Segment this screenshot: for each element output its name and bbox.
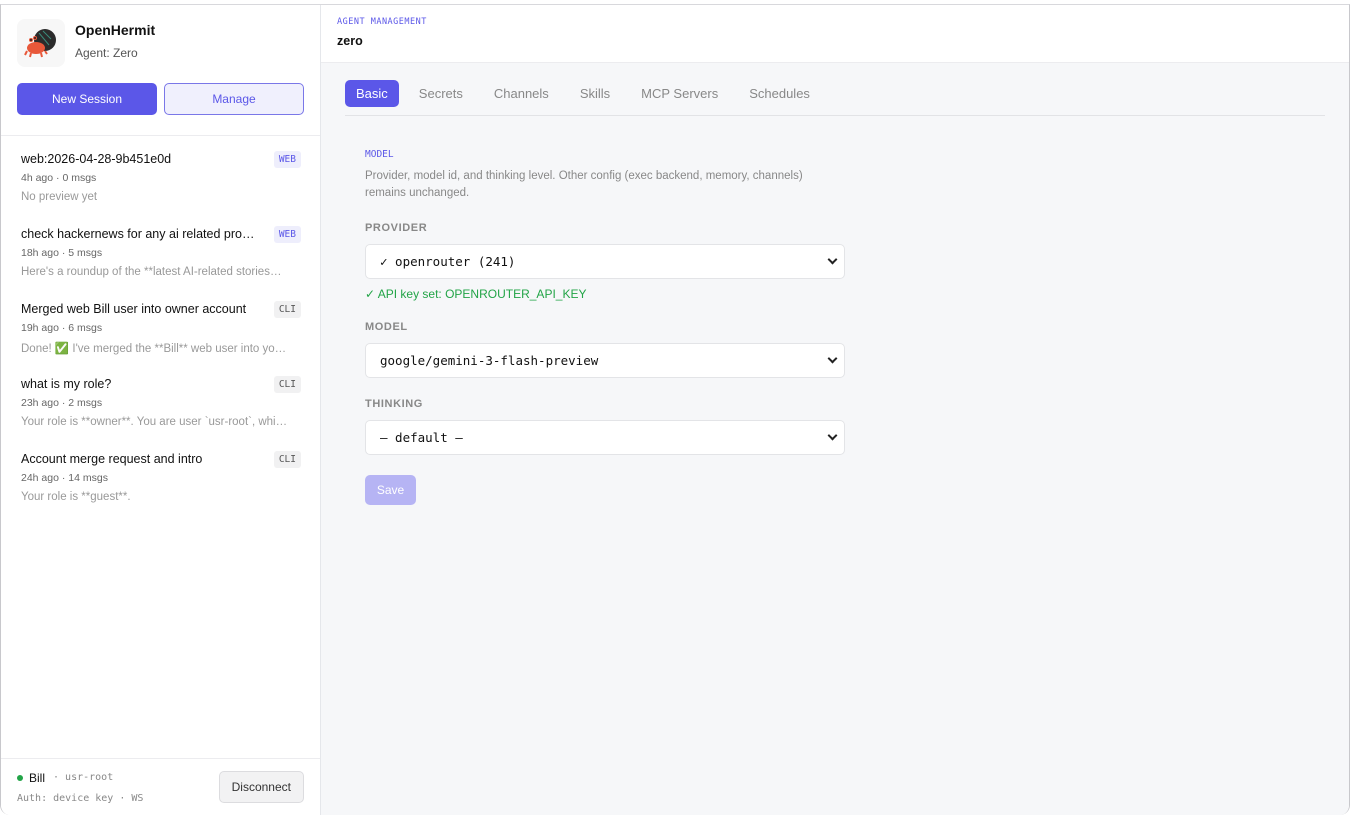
thinking-select[interactable]: — default — [365, 420, 845, 455]
tab-skills[interactable]: Skills [579, 86, 611, 101]
brand: OpenHermit Agent: Zero [1, 5, 320, 83]
session-meta: 23h ago · 2 msgs [21, 397, 103, 409]
tab-secrets[interactable]: Secrets [418, 86, 463, 101]
tab-bar: Basic Secrets Channels Skills MCP Server… [345, 80, 1325, 116]
provider-select[interactable]: ✓ openrouter (241) [365, 244, 845, 279]
section-title: MODEL [365, 149, 394, 160]
provider-value: ✓ openrouter (241) [380, 254, 516, 269]
session-meta: 4h ago · 0 msgs [21, 172, 97, 184]
model-value: google/gemini-3-flash-preview [380, 353, 599, 368]
session-item[interactable]: Account merge request and intro CLI 24h … [1, 446, 320, 521]
session-badge: CLI [273, 301, 301, 318]
app-name: OpenHermit [75, 22, 156, 38]
model-form: MODEL Provider, model id, and thinking l… [321, 116, 845, 505]
session-meta: 18h ago · 5 msgs [21, 247, 103, 259]
session-title: check hackernews for any ai related pro… [21, 227, 255, 241]
session-badge: CLI [273, 376, 301, 393]
session-preview: Done! ✅ I've merged the **Bill** web use… [21, 343, 287, 355]
session-meta: 24h ago · 14 msgs [21, 472, 108, 484]
thinking-label: THINKING [365, 398, 423, 410]
tab-basic[interactable]: Basic [345, 80, 399, 107]
tab-mcp-servers[interactable]: MCP Servers [641, 86, 719, 101]
session-preview: No preview yet [21, 191, 98, 203]
disconnect-button[interactable]: Disconnect [218, 771, 304, 803]
online-status-icon [17, 774, 23, 781]
save-button[interactable]: Save [365, 475, 416, 505]
session-preview: Here's a roundup of the **latest AI-rela… [21, 266, 282, 278]
section-description: Provider, model id, and thinking level. … [365, 170, 803, 199]
connection-footer: Bill · usr-root Auth: device key · WS Di… [1, 758, 320, 815]
breadcrumb: AGENT MANAGEMENT [337, 17, 427, 27]
chevron-down-icon [827, 353, 838, 364]
new-session-button[interactable]: New Session [17, 83, 157, 115]
page-header: AGENT MANAGEMENT zero [321, 5, 1349, 63]
provider-label: PROVIDER [365, 222, 428, 234]
model-select[interactable]: google/gemini-3-flash-preview [365, 343, 845, 378]
session-preview: Your role is **guest**. [21, 491, 131, 503]
manage-button[interactable]: Manage [164, 83, 304, 115]
session-title: Merged web Bill user into owner account [21, 302, 247, 316]
session-item[interactable]: check hackernews for any ai related pro…… [1, 221, 320, 296]
chevron-down-icon [827, 254, 838, 265]
session-item[interactable]: Merged web Bill user into owner account … [1, 296, 320, 371]
session-title: what is my role? [21, 377, 112, 391]
session-title: Account merge request and intro [21, 452, 203, 466]
sidebar: OpenHermit Agent: Zero New Session Manag… [1, 5, 321, 815]
tab-channels[interactable]: Channels [493, 86, 549, 101]
session-badge: CLI [273, 451, 301, 468]
session-list: web:2026-04-28-9b451e0d WEB 4h ago · 0 m… [1, 136, 320, 758]
hermit-crab-logo-icon [17, 19, 65, 67]
session-badge: WEB [273, 151, 301, 168]
session-badge: WEB [273, 226, 301, 243]
thinking-value: — default — [380, 430, 463, 445]
auth-info: Auth: device key · WS [17, 792, 144, 804]
session-item[interactable]: what is my role? CLI 23h ago · 2 msgs Yo… [1, 371, 320, 446]
session-item[interactable]: web:2026-04-28-9b451e0d WEB 4h ago · 0 m… [1, 146, 320, 221]
agent-name: Agent: Zero [75, 46, 138, 60]
model-label: MODEL [365, 321, 408, 333]
session-title: web:2026-04-28-9b451e0d [21, 152, 172, 166]
session-preview: Your role is **owner**. You are user `us… [21, 416, 288, 428]
app-window: OpenHermit Agent: Zero New Session Manag… [0, 4, 1350, 815]
chevron-down-icon [827, 430, 838, 441]
session-meta: 19h ago · 6 msgs [21, 322, 103, 334]
tab-schedules[interactable]: Schedules [749, 86, 810, 101]
user-name: Bill [29, 770, 46, 785]
page-title: zero [337, 34, 363, 48]
api-key-status: ✓ API key set: OPENROUTER_API_KEY [365, 287, 587, 301]
main-panel: AGENT MANAGEMENT zero Basic Secrets Chan… [321, 5, 1349, 815]
user-id: · usr-root [53, 772, 114, 783]
